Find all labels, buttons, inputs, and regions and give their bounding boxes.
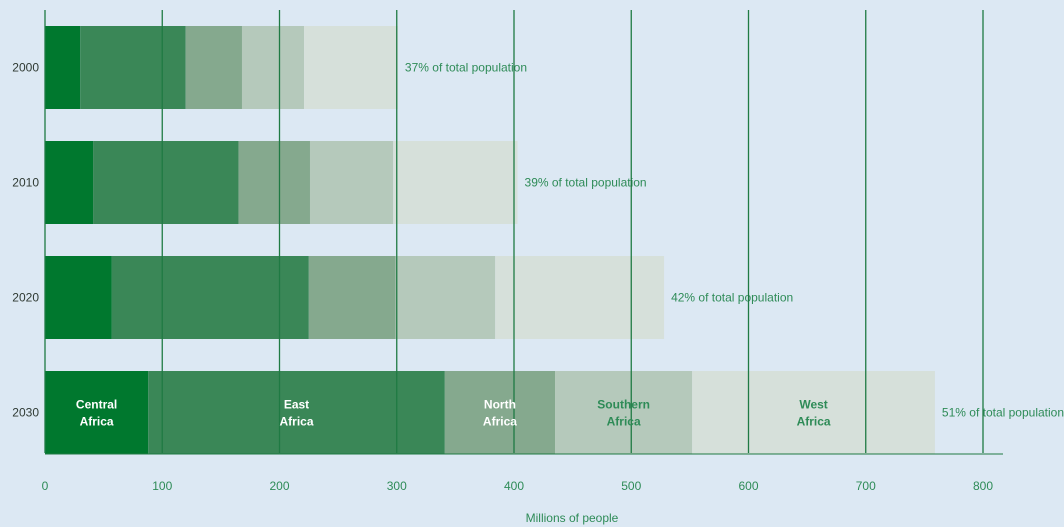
x-tick-label-0: 0 — [42, 479, 49, 493]
bar-segment-2020-5 — [495, 256, 665, 339]
bar-segment-2000-5 — [304, 26, 398, 109]
x-tick-label-400: 400 — [504, 479, 524, 493]
segment-label-east-africa: East Africa — [279, 398, 313, 429]
x-tick-label-500: 500 — [621, 479, 641, 493]
bar-segment-2000-3 — [185, 26, 242, 109]
bar-segment-2000-2 — [80, 26, 186, 109]
bar-segment-2020-2 — [111, 256, 309, 339]
y-tick-label-2020: 2020 — [12, 291, 39, 305]
bar-segment-2030-5 — [692, 371, 935, 454]
segment-label-west-africa: West Africa — [797, 398, 831, 429]
bar-annotation-2020: 42% of total population — [671, 291, 793, 305]
bar-segment-2030-3 — [444, 371, 556, 454]
x-tick-label-800: 800 — [973, 479, 993, 493]
x-tick-label-300: 300 — [387, 479, 407, 493]
x-axis-title: Millions of people — [526, 511, 619, 525]
bar-segment-2020-1 — [45, 256, 112, 339]
x-tick-label-100: 100 — [152, 479, 172, 493]
segment-label-central-africa: Central Africa — [76, 398, 117, 429]
y-tick-label-2010: 2010 — [12, 176, 39, 190]
x-tick-label-600: 600 — [738, 479, 758, 493]
bar-segment-2030-1 — [45, 371, 149, 454]
bar-annotation-2030: 51% of total population — [942, 406, 1064, 420]
x-tick-label-700: 700 — [856, 479, 876, 493]
bar-segment-2020-3 — [308, 256, 396, 339]
y-tick-label-2000: 2000 — [12, 61, 39, 75]
bar-segment-2010-4 — [309, 141, 394, 224]
bar-segment-2030-2 — [148, 371, 445, 454]
bar-segment-2000-1 — [45, 26, 81, 109]
bar-segment-2010-1 — [45, 141, 94, 224]
bar-segment-2030-4 — [555, 371, 693, 454]
segment-label-north-africa: North Africa — [483, 398, 517, 429]
bar-segment-2000-4 — [241, 26, 305, 109]
segment-label-southern-africa: Southern Africa — [597, 398, 650, 429]
bar-segment-2010-2 — [93, 141, 239, 224]
bar-segment-2010-3 — [238, 141, 310, 224]
bar-annotation-2010: 39% of total population — [525, 176, 647, 190]
bar-segment-2010-5 — [393, 141, 518, 224]
bar-annotation-2000: 37% of total population — [405, 61, 527, 75]
y-tick-label-2030: 2030 — [12, 406, 39, 420]
x-tick-label-200: 200 — [269, 479, 289, 493]
bar-segment-2020-4 — [395, 256, 496, 339]
